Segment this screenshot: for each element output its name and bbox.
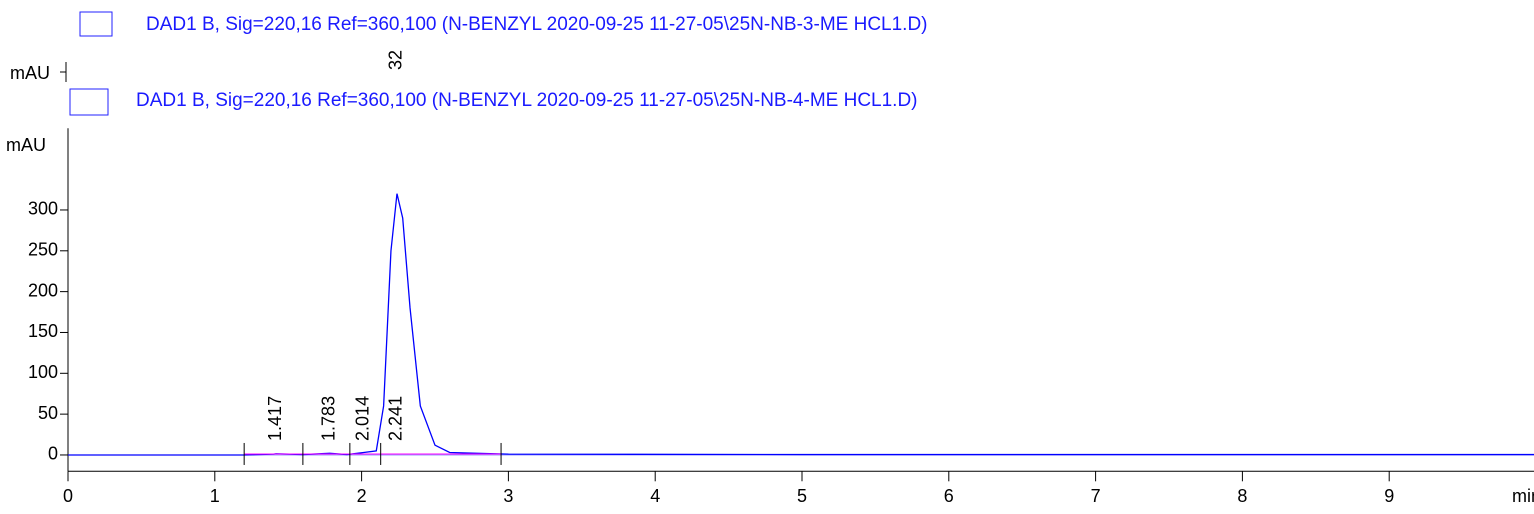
x-tick-label: 3: [503, 486, 513, 506]
x-tick-label: 1: [210, 486, 220, 506]
y-tick-label: 0: [48, 444, 58, 464]
x-tick-label: 4: [650, 486, 660, 506]
peak-label: 1.417: [265, 396, 285, 441]
peak-label: 1.783: [318, 396, 338, 441]
y-tick-label: 100: [28, 362, 58, 382]
legend-entry: DAD1 B, Sig=220,16 Ref=360,100 (N-BENZYL…: [136, 90, 918, 111]
legend-entry: DAD1 B, Sig=220,16 Ref=360,100 (N-BENZYL…: [146, 14, 928, 35]
x-tick-label: 5: [797, 486, 807, 506]
x-tick-label: 8: [1237, 486, 1247, 506]
x-tick-label: 6: [944, 486, 954, 506]
x-tick-label: 2: [357, 486, 367, 506]
x-tick-label: 7: [1091, 486, 1101, 506]
y-tick-label: 150: [28, 321, 58, 341]
peak-label: 2.241: [386, 396, 406, 441]
y-tick-label: 200: [28, 280, 58, 300]
top-peak-label: 32: [386, 50, 406, 70]
legend-swatch: [69, 88, 109, 116]
y-label: mAU: [6, 135, 46, 155]
peak-label: 2.014: [352, 396, 372, 441]
trace: [68, 193, 1534, 456]
x-tick-label: 9: [1384, 486, 1394, 506]
legend-swatch: [79, 11, 113, 37]
y-tick-label: 300: [28, 199, 58, 219]
x-label: min: [1512, 486, 1534, 506]
y-tick-label: 50: [38, 403, 58, 423]
x-tick-label: 0: [63, 486, 73, 506]
y-tick-label: 250: [28, 240, 58, 260]
top-y-label: mAU: [10, 63, 50, 83]
